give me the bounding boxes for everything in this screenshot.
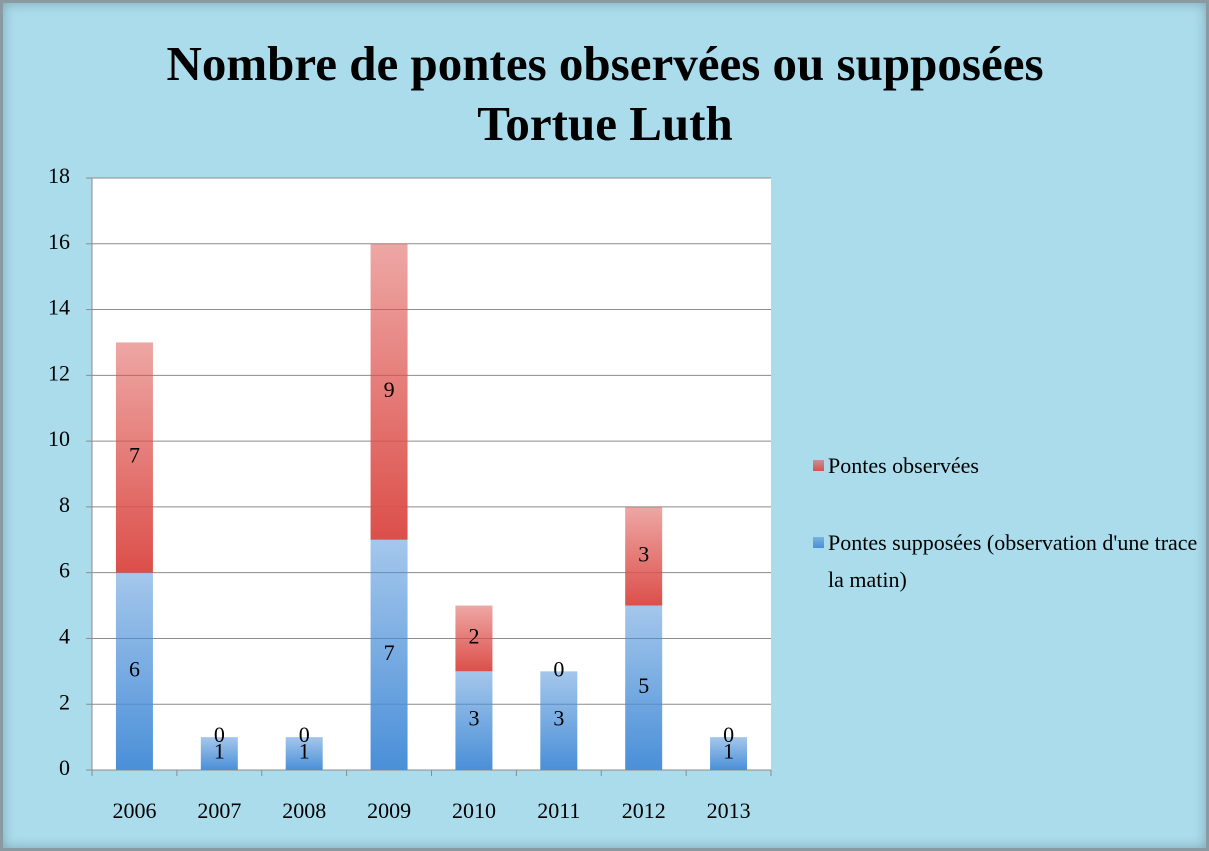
x-tick-label: 2011 [537, 798, 580, 823]
bar-segment [200, 737, 238, 770]
y-tick-label: 6 [59, 558, 70, 583]
bar-segment [625, 506, 663, 606]
data-label: 1 [214, 739, 225, 764]
chart-title: Nombre de pontes observées ou supposées … [166, 36, 1044, 151]
y-tick-label: 14 [48, 295, 70, 320]
data-label: 2 [468, 623, 479, 648]
data-label: 0 [214, 722, 225, 747]
data-label: 6 [129, 656, 140, 681]
bar-segment [115, 572, 153, 770]
legend-item: Pontes supposées (observation d'une trac… [813, 524, 1208, 598]
bar-segment [625, 605, 663, 770]
y-tick-label: 4 [59, 623, 70, 648]
data-label: 0 [299, 722, 310, 747]
legend-swatch [813, 537, 824, 548]
data-label: 7 [384, 640, 395, 665]
x-tick-label: 2012 [622, 798, 666, 823]
bar-segment [370, 539, 408, 770]
plot-area [92, 178, 771, 770]
bar-segment [540, 671, 578, 770]
x-tick-label: 2013 [707, 798, 751, 823]
legend-label: Pontes observées [828, 453, 979, 478]
legend-label: Pontes supposées (observation d'une trac… [828, 530, 1198, 592]
x-tick-label: 2008 [282, 798, 326, 823]
x-tick-label: 2010 [452, 798, 496, 823]
y-tick-label: 8 [59, 492, 70, 517]
data-label: 1 [723, 739, 734, 764]
bar-segment [455, 671, 493, 770]
legend-swatch [813, 460, 824, 471]
x-tick-label: 2007 [197, 798, 241, 823]
y-tick-label: 2 [59, 689, 70, 714]
data-label: 0 [553, 656, 564, 681]
bar-segment [285, 737, 323, 770]
y-tick-label: 16 [48, 229, 70, 254]
data-label: 9 [384, 377, 395, 402]
y-tick-label: 18 [48, 163, 70, 188]
y-tick-label: 12 [48, 360, 70, 385]
y-tick-label: 0 [59, 755, 70, 780]
data-label: 5 [638, 673, 649, 698]
data-label: 1 [299, 739, 310, 764]
data-label: 3 [638, 541, 649, 566]
x-tick-label: 2006 [112, 798, 156, 823]
bar-segment [115, 342, 153, 573]
bar-segment [370, 243, 408, 540]
bar-segment [455, 605, 493, 672]
data-label: 7 [129, 443, 140, 468]
y-tick-label: 10 [48, 426, 70, 451]
bar-segment [710, 737, 748, 770]
data-label: 0 [723, 722, 734, 747]
legend-item: Pontes observées [813, 447, 1208, 484]
data-label: 3 [553, 706, 564, 731]
data-label: 3 [468, 706, 479, 731]
x-tick-label: 2009 [367, 798, 411, 823]
